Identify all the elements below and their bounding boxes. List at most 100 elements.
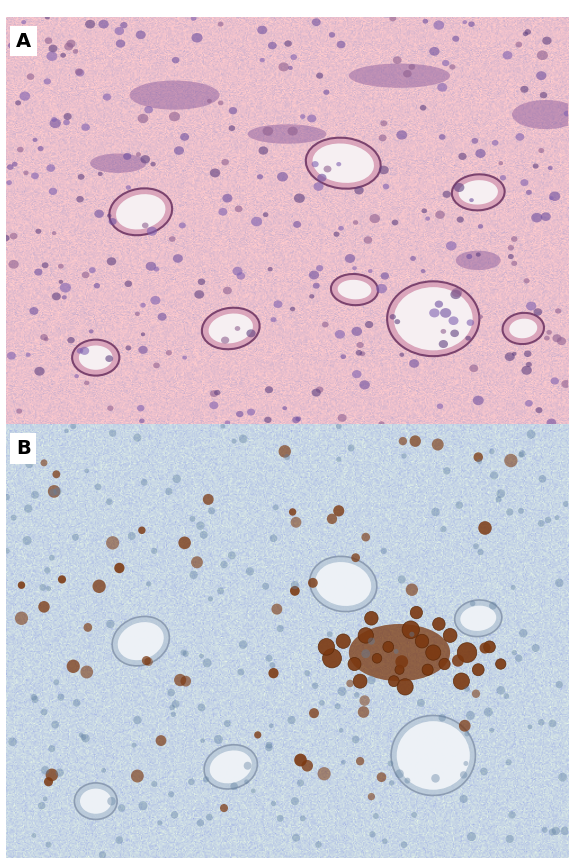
Circle shape: [373, 813, 379, 819]
Circle shape: [368, 269, 373, 273]
Circle shape: [389, 16, 396, 22]
Circle shape: [270, 317, 277, 323]
Circle shape: [457, 642, 477, 662]
Circle shape: [144, 106, 153, 114]
Circle shape: [123, 153, 131, 160]
Circle shape: [58, 264, 64, 269]
Circle shape: [359, 351, 365, 356]
Circle shape: [53, 487, 61, 496]
Circle shape: [179, 537, 191, 549]
Circle shape: [336, 423, 342, 429]
Circle shape: [264, 417, 272, 423]
Circle shape: [293, 221, 301, 228]
Circle shape: [518, 452, 524, 458]
Circle shape: [448, 316, 459, 325]
Circle shape: [195, 290, 204, 299]
Circle shape: [79, 733, 83, 737]
Circle shape: [312, 18, 321, 26]
Circle shape: [45, 768, 58, 781]
Circle shape: [352, 370, 362, 378]
Circle shape: [189, 516, 195, 522]
Circle shape: [439, 714, 446, 721]
Circle shape: [431, 774, 440, 783]
Circle shape: [313, 283, 320, 289]
Circle shape: [468, 22, 475, 27]
Circle shape: [89, 329, 94, 334]
Circle shape: [220, 804, 228, 812]
Circle shape: [552, 334, 561, 342]
Circle shape: [379, 166, 389, 174]
Circle shape: [237, 668, 245, 675]
Circle shape: [564, 111, 571, 116]
Circle shape: [232, 267, 243, 276]
Circle shape: [460, 795, 468, 803]
Circle shape: [340, 355, 346, 359]
Circle shape: [151, 781, 157, 787]
Circle shape: [450, 329, 459, 337]
Circle shape: [336, 634, 350, 649]
Circle shape: [546, 419, 556, 427]
Circle shape: [191, 557, 203, 568]
Ellipse shape: [512, 100, 574, 129]
Circle shape: [251, 788, 255, 793]
Circle shape: [77, 348, 83, 354]
Ellipse shape: [310, 557, 377, 611]
Circle shape: [191, 16, 196, 21]
Circle shape: [141, 155, 150, 164]
Circle shape: [443, 467, 451, 474]
Circle shape: [449, 64, 455, 69]
Circle shape: [17, 147, 24, 153]
Circle shape: [30, 694, 37, 701]
Circle shape: [269, 662, 276, 668]
Circle shape: [200, 531, 208, 538]
Circle shape: [484, 641, 495, 653]
Circle shape: [460, 771, 467, 779]
Ellipse shape: [312, 143, 374, 183]
Circle shape: [492, 140, 498, 146]
Circle shape: [431, 508, 440, 517]
Circle shape: [174, 674, 186, 686]
Circle shape: [352, 735, 359, 743]
Circle shape: [63, 120, 70, 125]
Circle shape: [429, 47, 440, 55]
Circle shape: [469, 199, 474, 202]
Circle shape: [477, 460, 482, 464]
Circle shape: [369, 831, 375, 838]
Circle shape: [12, 162, 18, 166]
Circle shape: [52, 292, 61, 300]
Circle shape: [356, 342, 364, 348]
Circle shape: [41, 708, 48, 715]
Circle shape: [472, 689, 480, 698]
Circle shape: [511, 585, 515, 590]
Circle shape: [467, 832, 476, 841]
Circle shape: [74, 374, 79, 378]
Circle shape: [446, 241, 457, 251]
Circle shape: [269, 668, 278, 678]
Circle shape: [82, 271, 90, 278]
Circle shape: [452, 655, 464, 667]
Circle shape: [528, 725, 533, 729]
Circle shape: [40, 584, 46, 591]
Ellipse shape: [391, 715, 475, 795]
Circle shape: [503, 693, 509, 699]
Circle shape: [393, 56, 402, 64]
Circle shape: [135, 30, 146, 39]
Circle shape: [147, 227, 157, 236]
Circle shape: [335, 703, 340, 709]
Circle shape: [103, 94, 111, 101]
Circle shape: [180, 649, 187, 655]
Circle shape: [432, 439, 444, 451]
Circle shape: [317, 173, 327, 182]
Circle shape: [46, 164, 55, 172]
Circle shape: [389, 675, 400, 687]
Circle shape: [217, 587, 224, 595]
Circle shape: [128, 532, 135, 540]
Ellipse shape: [394, 287, 472, 350]
Circle shape: [73, 699, 80, 707]
Circle shape: [359, 381, 370, 389]
Circle shape: [208, 507, 215, 514]
Circle shape: [378, 421, 385, 427]
Text: A: A: [16, 31, 31, 50]
Circle shape: [400, 353, 404, 357]
Circle shape: [495, 659, 506, 669]
